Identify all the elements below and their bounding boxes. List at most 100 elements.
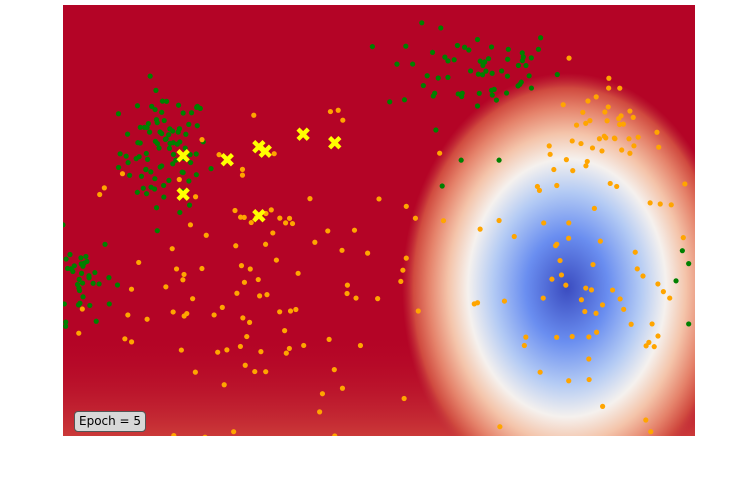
orange-point xyxy=(593,310,599,316)
orange-point xyxy=(618,113,624,119)
orange-point xyxy=(144,316,150,322)
green-point xyxy=(477,58,483,64)
green-point xyxy=(152,138,158,144)
green-point xyxy=(485,56,492,62)
green-point xyxy=(80,294,86,300)
green-point xyxy=(504,73,511,79)
green-point xyxy=(179,188,185,195)
orange-point xyxy=(365,250,371,256)
orange-point xyxy=(541,220,547,226)
green-point xyxy=(442,54,448,60)
orange-point xyxy=(199,137,205,143)
green-point xyxy=(92,269,98,276)
orange-point xyxy=(339,247,345,253)
orange-point xyxy=(583,120,589,126)
green-point xyxy=(496,157,502,163)
orange-point xyxy=(554,241,560,247)
orange-point xyxy=(597,238,603,244)
green-point xyxy=(433,127,439,133)
green-point xyxy=(87,302,93,309)
green-point xyxy=(474,36,481,43)
green-point xyxy=(454,42,461,49)
green-point xyxy=(410,61,416,67)
green-point xyxy=(143,150,149,157)
green-point xyxy=(499,68,505,74)
green-point xyxy=(166,132,172,138)
green-point xyxy=(63,319,69,325)
center-x-marker: ✖ xyxy=(175,183,192,207)
orange-point xyxy=(440,218,447,224)
orange-point xyxy=(668,202,674,208)
green-point xyxy=(76,276,82,282)
orange-point xyxy=(181,271,187,278)
orange-point xyxy=(239,166,246,172)
orange-point xyxy=(590,261,596,268)
orange-point xyxy=(331,367,337,373)
green-point xyxy=(114,282,121,288)
green-point xyxy=(159,130,165,137)
orange-point xyxy=(403,203,409,209)
orange-point xyxy=(264,292,270,298)
orange-point xyxy=(335,107,341,113)
green-point xyxy=(483,68,489,74)
orange-point xyxy=(621,306,627,312)
green-point xyxy=(429,49,436,56)
green-point xyxy=(445,58,451,64)
orange-point xyxy=(586,334,592,340)
orange-point xyxy=(211,312,217,318)
orange-point xyxy=(605,104,611,110)
green-point xyxy=(63,256,69,262)
green-point xyxy=(459,90,465,96)
orange-point xyxy=(588,287,595,293)
green-point xyxy=(93,318,99,324)
green-point xyxy=(208,166,214,172)
center-x-marker: ✖ xyxy=(257,140,274,164)
epoch-label: Epoch = 5 xyxy=(74,411,147,432)
orange-point xyxy=(477,226,483,232)
green-point xyxy=(515,83,521,89)
orange-point xyxy=(202,434,208,436)
orange-point xyxy=(536,187,543,193)
orange-point xyxy=(283,350,289,356)
orange-point xyxy=(122,336,128,342)
orange-point xyxy=(247,266,253,272)
orange-point xyxy=(628,321,634,327)
green-point xyxy=(153,117,160,123)
green-point xyxy=(170,161,176,167)
orange-point xyxy=(632,249,638,255)
orange-point xyxy=(547,151,553,157)
orange-point xyxy=(570,168,576,174)
green-point xyxy=(167,126,173,132)
orange-point xyxy=(240,315,246,321)
orange-point xyxy=(566,235,572,241)
orange-point xyxy=(248,219,254,226)
orange-point xyxy=(176,176,182,183)
orange-point xyxy=(497,424,503,430)
green-point xyxy=(451,57,457,63)
green-point xyxy=(161,194,167,200)
orange-point xyxy=(634,266,640,272)
green-point xyxy=(686,261,692,267)
green-point xyxy=(519,50,525,56)
orange-point xyxy=(657,201,663,207)
orange-point xyxy=(344,290,350,297)
green-point xyxy=(403,43,409,49)
orange-point xyxy=(178,347,184,353)
orange-point xyxy=(258,349,264,355)
orange-point xyxy=(563,282,569,288)
green-point xyxy=(193,151,199,157)
orange-point xyxy=(234,290,240,296)
center-x-marker: ✖ xyxy=(219,148,236,172)
orange-point xyxy=(511,233,517,240)
orange-point xyxy=(656,144,662,150)
orange-point xyxy=(173,266,180,272)
green-point xyxy=(153,87,159,93)
green-point xyxy=(468,68,474,74)
green-point xyxy=(466,47,472,53)
green-point xyxy=(480,62,486,68)
orange-point xyxy=(578,297,585,303)
green-point xyxy=(474,103,481,109)
green-point xyxy=(115,164,122,171)
orange-point xyxy=(257,293,263,299)
green-point xyxy=(106,275,112,281)
